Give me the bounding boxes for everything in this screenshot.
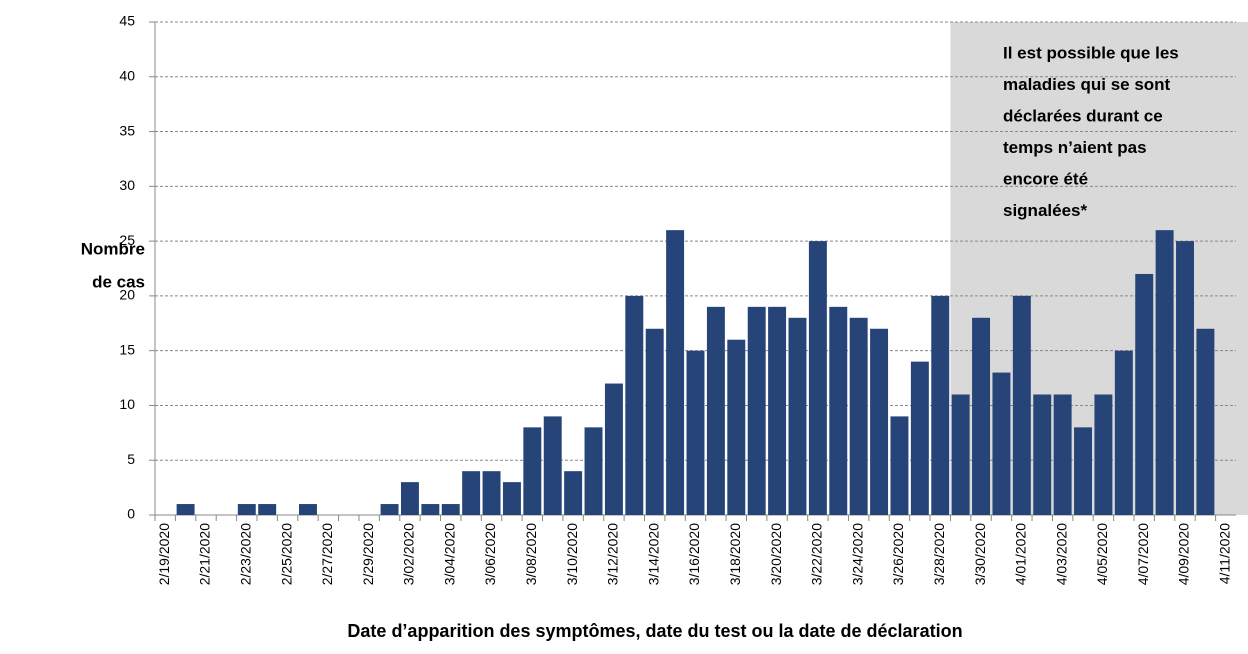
x-tick-label: 3/14/2020 bbox=[645, 523, 661, 585]
bar bbox=[1053, 394, 1072, 515]
bar bbox=[564, 471, 583, 515]
x-tick-label: 3/08/2020 bbox=[523, 523, 539, 585]
bar bbox=[380, 504, 399, 515]
bar bbox=[1094, 394, 1113, 515]
bar bbox=[747, 306, 766, 515]
bar bbox=[604, 383, 623, 515]
bar bbox=[727, 339, 746, 515]
annotation: encore été bbox=[1003, 169, 1088, 188]
y-tick-label: 15 bbox=[119, 341, 135, 357]
bar bbox=[237, 504, 256, 515]
bar bbox=[788, 317, 807, 515]
bar bbox=[666, 230, 685, 515]
bar bbox=[951, 394, 970, 515]
bar bbox=[706, 306, 725, 515]
bar bbox=[482, 471, 501, 515]
x-tick-label: 3/12/2020 bbox=[605, 523, 621, 585]
bar bbox=[502, 482, 521, 515]
bar bbox=[543, 416, 562, 515]
bar bbox=[523, 427, 542, 515]
x-tick-label: 3/28/2020 bbox=[931, 523, 947, 585]
x-tick-label: 4/09/2020 bbox=[1176, 523, 1192, 585]
bar bbox=[1074, 427, 1093, 515]
annotation: déclarées durant ce bbox=[1003, 106, 1163, 125]
x-tick-label: 3/20/2020 bbox=[768, 523, 784, 585]
bar bbox=[1135, 273, 1154, 515]
x-tick-label: 4/05/2020 bbox=[1094, 523, 1110, 585]
x-tick-label: 2/23/2020 bbox=[237, 523, 253, 585]
bar bbox=[462, 471, 481, 515]
bar bbox=[625, 295, 644, 515]
annotation: temps n’aient pas bbox=[1003, 138, 1147, 157]
bar bbox=[400, 482, 419, 515]
annotation: maladies qui se sont bbox=[1003, 75, 1171, 94]
x-tick-label: 3/10/2020 bbox=[564, 523, 580, 585]
bar bbox=[176, 504, 195, 515]
bar bbox=[1012, 295, 1031, 515]
bar bbox=[829, 306, 848, 515]
y-tick-label: 25 bbox=[119, 232, 135, 248]
x-tick-label: 4/03/2020 bbox=[1053, 523, 1069, 585]
bar bbox=[870, 328, 889, 515]
x-tick-label: 2/21/2020 bbox=[197, 523, 213, 585]
bar bbox=[890, 416, 909, 515]
bar bbox=[1196, 328, 1215, 515]
y-tick-label: 10 bbox=[119, 396, 135, 412]
y-tick-label: 30 bbox=[119, 177, 135, 193]
x-tick-label: 4/11/2020 bbox=[1217, 523, 1233, 584]
x-tick-label: 2/27/2020 bbox=[319, 523, 335, 585]
bar bbox=[686, 350, 705, 515]
x-tick-label: 2/25/2020 bbox=[278, 523, 294, 585]
bar bbox=[931, 295, 950, 515]
bar bbox=[808, 241, 827, 515]
x-tick-label: 3/24/2020 bbox=[849, 523, 865, 585]
x-tick-label: 3/26/2020 bbox=[890, 523, 906, 585]
y-tick-label: 40 bbox=[119, 67, 135, 83]
bar bbox=[645, 328, 664, 515]
bar bbox=[1033, 394, 1052, 515]
x-tick-label: 3/06/2020 bbox=[482, 523, 498, 585]
bar bbox=[992, 372, 1011, 515]
y-tick-label: 5 bbox=[127, 451, 135, 467]
bar bbox=[972, 317, 991, 515]
bar bbox=[584, 427, 603, 515]
x-tick-label: 3/18/2020 bbox=[727, 523, 743, 585]
annotation: Il est possible que les bbox=[1003, 43, 1179, 62]
y-tick-label: 45 bbox=[119, 13, 135, 29]
x-tick-label: 3/22/2020 bbox=[809, 523, 825, 585]
bar bbox=[298, 504, 317, 515]
bar bbox=[768, 306, 787, 515]
y-tick-label: 20 bbox=[119, 287, 135, 303]
x-tick-label: 3/02/2020 bbox=[401, 523, 417, 585]
y-tick-label: 35 bbox=[119, 122, 135, 138]
bar bbox=[1155, 230, 1174, 515]
y-tick-label: 0 bbox=[127, 506, 135, 522]
x-tick-label: 3/04/2020 bbox=[441, 523, 457, 585]
annotation: signalées* bbox=[1003, 201, 1087, 220]
bar bbox=[258, 504, 277, 515]
bar bbox=[849, 317, 868, 515]
bar bbox=[1176, 241, 1194, 515]
y-axis-label: Nombre bbox=[81, 239, 145, 258]
bar bbox=[441, 504, 460, 515]
x-axis-label: Date d’apparition des symptômes, date du… bbox=[347, 621, 962, 641]
x-tick-label: 4/07/2020 bbox=[1135, 523, 1151, 585]
y-axis-label: de cas bbox=[92, 272, 145, 291]
bar bbox=[1114, 350, 1133, 515]
bar bbox=[910, 361, 929, 515]
x-tick-label: 3/30/2020 bbox=[972, 523, 988, 585]
x-tick-label: 2/19/2020 bbox=[156, 523, 172, 585]
x-tick-label: 4/01/2020 bbox=[1013, 523, 1029, 585]
bar bbox=[421, 504, 440, 515]
x-tick-label: 3/16/2020 bbox=[686, 523, 702, 585]
x-tick-label: 2/29/2020 bbox=[360, 523, 376, 585]
